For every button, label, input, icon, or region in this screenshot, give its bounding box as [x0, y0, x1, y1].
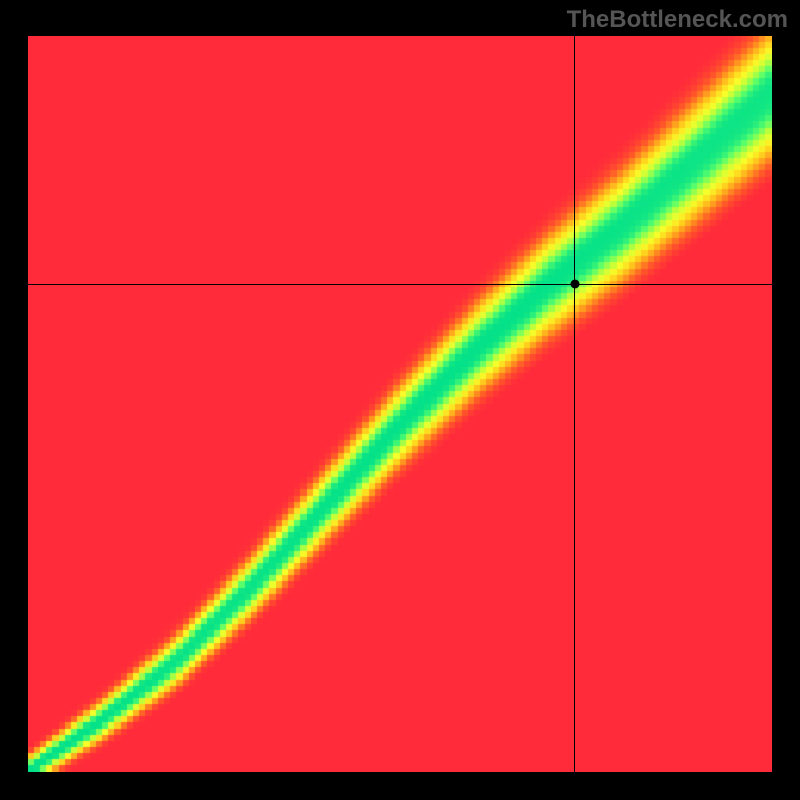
- figure-container: TheBottleneck.com: [0, 0, 800, 800]
- crosshair-vertical: [574, 36, 575, 772]
- plot-area: [28, 36, 772, 772]
- marker-dot: [570, 280, 579, 289]
- crosshair-horizontal: [28, 284, 772, 285]
- watermark-text: TheBottleneck.com: [567, 6, 788, 34]
- heatmap-canvas: [28, 36, 772, 772]
